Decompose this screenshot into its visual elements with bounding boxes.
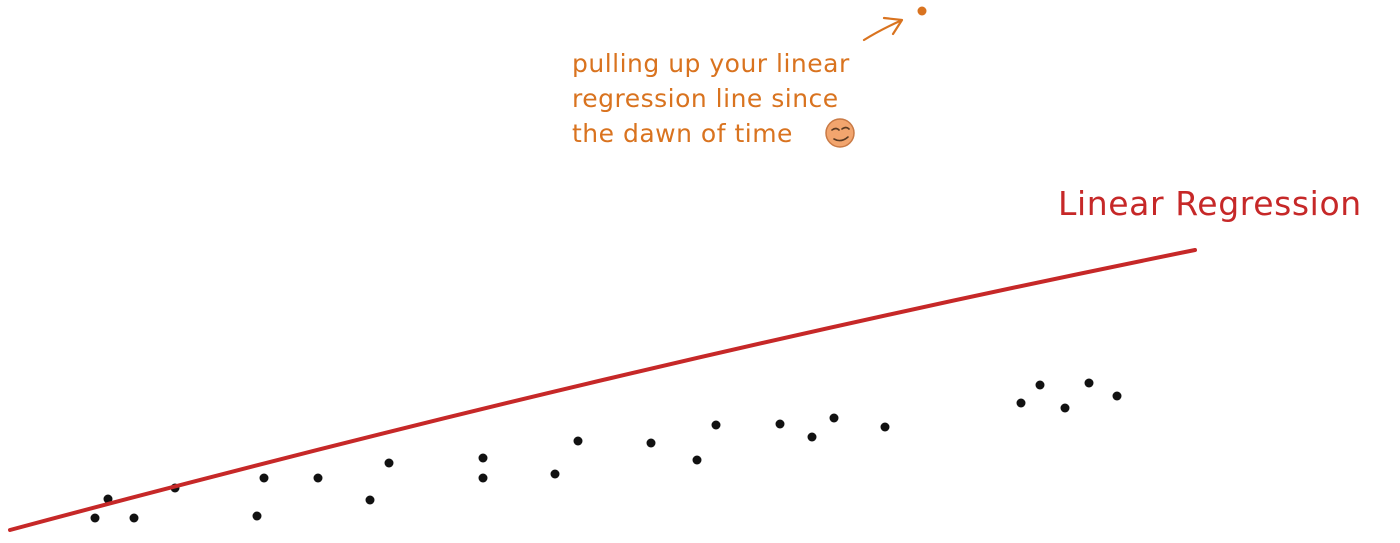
scatter-point: [775, 419, 785, 429]
scatter-point: [252, 511, 262, 521]
scatter-point: [1112, 391, 1122, 401]
scatter-point: [1035, 380, 1045, 390]
scatter-points: [90, 378, 1122, 523]
arrow-icon: [862, 16, 904, 42]
scatter-point: [103, 494, 113, 504]
scatter-point: [365, 495, 375, 505]
regression-label: Linear Regression: [1058, 184, 1362, 223]
scatter-point: [259, 473, 269, 483]
scatter-point: [807, 432, 817, 442]
scatter-point: [573, 436, 583, 446]
scatter-point: [129, 513, 139, 523]
scatter-point: [829, 413, 839, 423]
smirk-emoji-icon: [825, 118, 855, 148]
scatter-point: [90, 513, 100, 523]
scatter-point: [550, 469, 560, 479]
scatter-point: [711, 420, 721, 430]
scatter-point: [880, 422, 890, 432]
scatter-point: [1016, 398, 1026, 408]
scatter-point: [1060, 403, 1070, 413]
scatter-point: [1084, 378, 1094, 388]
regression-line: [8, 248, 1197, 532]
scatter-point: [646, 438, 656, 448]
scatter-point: [478, 453, 488, 463]
annotation-line-3: the dawn of time: [572, 119, 793, 148]
outlier-point: [917, 6, 927, 16]
scatter-point: [478, 473, 488, 483]
annotation-line-1: pulling up your linear: [572, 49, 850, 78]
scatter-point: [313, 473, 323, 483]
scatter-point: [384, 458, 394, 468]
annotation-line-2: regression line since: [572, 84, 839, 113]
scatter-point: [692, 455, 702, 465]
